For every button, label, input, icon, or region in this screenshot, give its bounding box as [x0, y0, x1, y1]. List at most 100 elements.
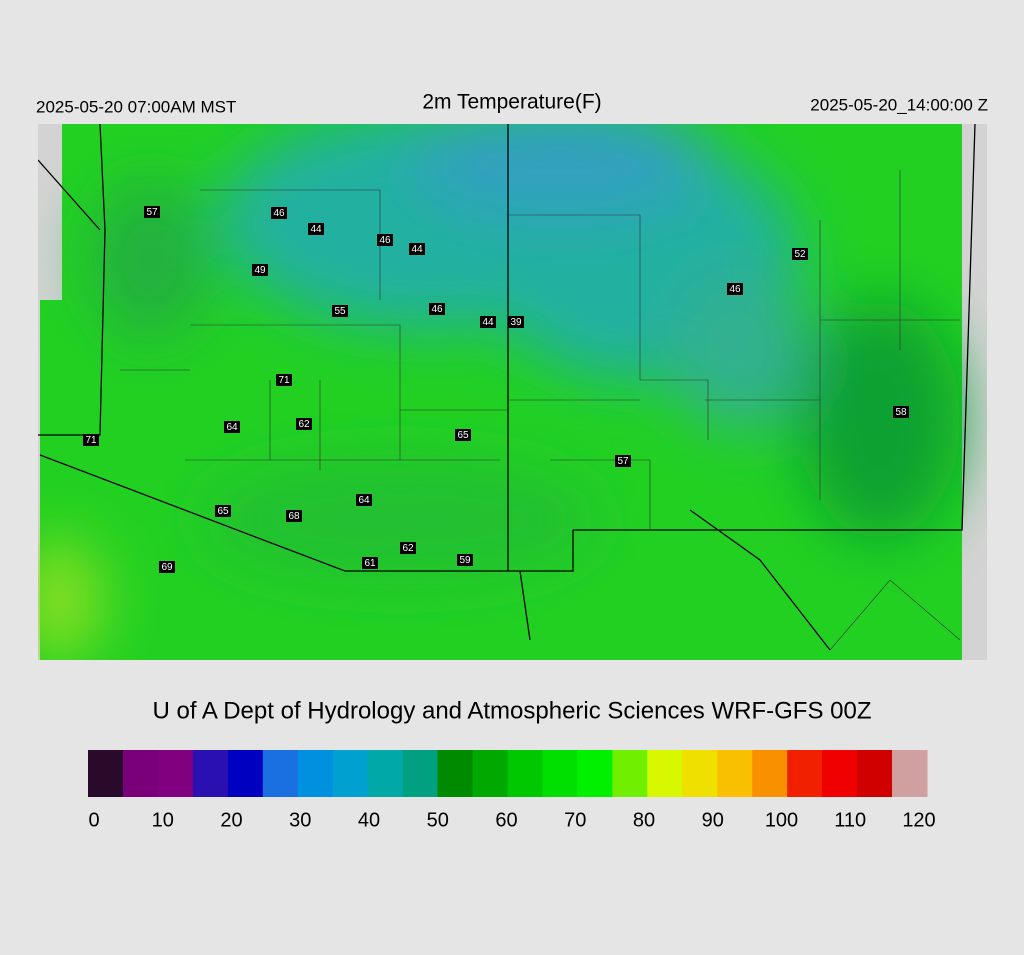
station-value: 58 [895, 407, 907, 418]
temperature-shading [38, 124, 960, 660]
station-value: 68 [288, 511, 300, 522]
station-value: 57 [617, 456, 629, 467]
map [38, 124, 987, 660]
colorbar-band [577, 750, 613, 797]
county-borders [120, 170, 961, 651]
station-value: 71 [278, 375, 290, 386]
station-box [286, 510, 302, 522]
station-box [271, 207, 287, 219]
valid-time-utc: 2025-05-20_14:00:00 Z [810, 95, 988, 114]
colorbar-band [472, 750, 508, 797]
station-box [893, 406, 909, 418]
colorbar-band [542, 750, 578, 797]
station-box [296, 418, 312, 430]
colorbar-tick-label: 30 [289, 809, 311, 831]
station-box [332, 305, 348, 317]
colorbar-band [332, 750, 369, 797]
station-value: 62 [402, 543, 414, 554]
station-box [308, 223, 324, 235]
colorbar: 0 10 20 30 40 50 60 70 80 90 100 110 120 [88, 750, 936, 831]
colorbar-band [367, 750, 404, 797]
station-box [457, 554, 473, 566]
colorbar-band [437, 750, 474, 797]
station-box [144, 206, 160, 218]
colorbar-tick-label: 90 [702, 809, 724, 831]
station-box [508, 316, 524, 328]
colorbar-band [857, 750, 893, 797]
station-value: 55 [334, 306, 346, 317]
station-value: 69 [161, 562, 173, 573]
station-box [224, 421, 240, 433]
colorbar-tick-label: 50 [427, 809, 449, 831]
colorbar-band [157, 750, 194, 797]
station-value: 64 [226, 422, 238, 433]
station-box [377, 234, 393, 246]
station-box [455, 429, 471, 441]
station-box [480, 316, 496, 328]
colorbar-band [402, 750, 439, 797]
colorbar-band [262, 750, 299, 797]
station-value: 64 [358, 495, 370, 506]
station-box [362, 557, 378, 569]
station-value: 52 [794, 249, 806, 260]
colorbar-band [507, 750, 543, 797]
station-value: 46 [431, 304, 443, 315]
station-box [792, 248, 808, 260]
station-value: 44 [482, 317, 494, 328]
colorbar-band [297, 750, 334, 797]
colorbar-band [892, 750, 928, 797]
colorbar-tick-label: 80 [633, 809, 655, 831]
colorbar-band [717, 750, 753, 797]
colorbar-tick-label: 110 [834, 809, 866, 831]
colorbar-band [227, 750, 264, 797]
station-value: 49 [254, 265, 266, 276]
station-box [409, 243, 425, 255]
station-box [83, 434, 99, 446]
colorbar-band [612, 750, 648, 797]
station-value: 57 [146, 207, 158, 218]
map-title: 2m Temperature(F) [422, 91, 601, 114]
colorbar-band [122, 750, 159, 797]
station-value: 65 [457, 430, 469, 441]
colorbar-band [787, 750, 823, 797]
station-value: 46 [729, 284, 741, 295]
colorbar-tick-label: 40 [358, 809, 380, 831]
colorbar-tick-label: 10 [152, 809, 174, 831]
station-box [356, 494, 372, 506]
colorbar-band [682, 750, 718, 797]
station-box [252, 264, 268, 276]
station-box [400, 542, 416, 554]
station-value: 65 [217, 506, 229, 517]
station-value: 62 [298, 419, 310, 430]
station-box [159, 561, 175, 573]
station-box [429, 303, 445, 315]
colorbar-tick-label: 60 [495, 809, 517, 831]
colorbar-tick-label: 70 [564, 809, 586, 831]
colorbar-band [192, 750, 229, 797]
station-value: 39 [510, 317, 522, 328]
station-value: 46 [379, 235, 391, 246]
station-value: 44 [310, 224, 322, 235]
station-labels: 57 46 44 46 44 49 55 46 44 39 52 46 71 64 62 65 58 57 71 65… [83, 206, 909, 573]
station-value: 44 [411, 244, 423, 255]
footer-credit: U of A Dept of Hydrology and Atmospheric… [153, 697, 872, 724]
station-box [215, 505, 231, 517]
colorbar-tick-label: 20 [220, 809, 242, 831]
state-borders [38, 124, 976, 651]
colorbar-tick-label: 100 [765, 809, 798, 831]
colorbar-band [647, 750, 683, 797]
station-value: 46 [273, 208, 285, 219]
station-value: 59 [459, 555, 471, 566]
station-box [615, 455, 631, 467]
station-value: 61 [364, 558, 376, 569]
colorbar-tick-label: 120 [902, 809, 935, 831]
colorbar-band [752, 750, 788, 797]
valid-time-local: 2025-05-20 07:00AM MST [36, 97, 236, 116]
station-value: 71 [85, 435, 97, 446]
colorbar-band [88, 750, 124, 797]
station-box [727, 283, 743, 295]
station-box [276, 374, 292, 386]
colorbar-tick-label: 0 [88, 809, 99, 831]
